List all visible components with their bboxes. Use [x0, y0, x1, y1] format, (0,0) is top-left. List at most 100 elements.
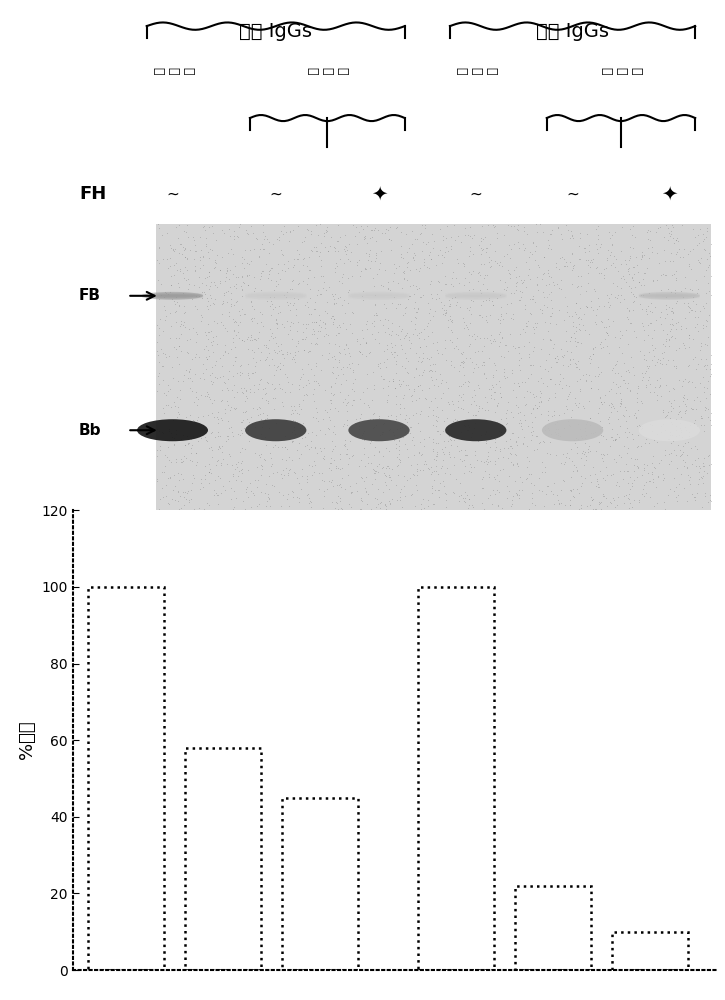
Point — [339, 243, 350, 259]
Point — [551, 447, 563, 463]
Point — [498, 248, 510, 264]
Point — [692, 450, 703, 466]
Point — [170, 426, 182, 442]
Point — [543, 390, 555, 406]
Point — [390, 356, 402, 372]
Point — [409, 321, 420, 337]
Point — [178, 367, 189, 383]
Point — [385, 327, 397, 343]
Point — [659, 409, 671, 425]
Point — [642, 317, 654, 333]
Point — [395, 246, 407, 262]
Point — [436, 441, 448, 457]
Point — [502, 262, 513, 278]
Point — [406, 223, 418, 239]
Point — [230, 280, 241, 296]
Point — [382, 378, 394, 394]
Point — [312, 282, 324, 298]
Point — [594, 463, 605, 479]
Point — [670, 330, 681, 346]
Point — [276, 498, 287, 514]
Point — [558, 258, 570, 274]
Point — [433, 435, 444, 451]
Point — [353, 224, 365, 240]
Point — [543, 346, 555, 362]
Point — [618, 463, 630, 479]
Point — [440, 230, 452, 246]
Point — [511, 274, 523, 290]
Point — [589, 339, 600, 355]
Point — [700, 295, 712, 311]
Point — [328, 286, 340, 302]
Point — [223, 304, 235, 320]
Point — [425, 466, 436, 482]
Point — [394, 452, 406, 468]
Point — [629, 492, 640, 508]
Point — [221, 263, 233, 279]
Point — [155, 287, 167, 303]
Point — [341, 446, 352, 462]
Point — [249, 445, 261, 461]
Point — [368, 318, 379, 334]
Point — [675, 249, 687, 265]
Point — [313, 377, 325, 393]
Point — [659, 338, 671, 354]
Text: ~: ~ — [270, 186, 282, 201]
Point — [485, 258, 497, 274]
Point — [531, 216, 542, 232]
Point — [463, 338, 475, 354]
Point — [270, 390, 281, 406]
Point — [444, 298, 456, 314]
Point — [573, 501, 585, 517]
Point — [641, 457, 652, 473]
Point — [340, 372, 352, 388]
Point — [650, 479, 662, 495]
Point — [355, 218, 367, 234]
Point — [181, 491, 192, 507]
Point — [466, 425, 478, 441]
Point — [689, 492, 700, 508]
Point — [381, 460, 392, 476]
Point — [219, 337, 231, 353]
Point — [698, 384, 710, 400]
Ellipse shape — [348, 294, 410, 297]
Point — [665, 228, 676, 244]
Point — [531, 400, 542, 416]
Point — [383, 281, 394, 297]
Point — [381, 501, 392, 517]
Point — [647, 471, 658, 487]
Point — [293, 494, 304, 510]
Point — [284, 224, 296, 240]
Point — [445, 357, 457, 373]
Point — [549, 350, 560, 366]
Point — [365, 455, 376, 471]
Point — [236, 268, 247, 284]
Point — [489, 442, 501, 458]
Point — [305, 439, 317, 455]
Point — [681, 422, 692, 438]
Point — [407, 326, 418, 342]
Point — [217, 412, 228, 428]
Point — [210, 232, 222, 248]
Point — [643, 250, 655, 266]
Point — [202, 495, 213, 511]
Point — [228, 266, 239, 282]
Point — [682, 298, 694, 314]
Point — [378, 371, 389, 387]
Point — [494, 315, 506, 331]
Point — [207, 449, 218, 465]
Point — [191, 454, 203, 470]
Point — [202, 386, 213, 402]
Point — [552, 280, 564, 296]
Point — [297, 461, 308, 477]
Point — [552, 219, 563, 235]
Point — [308, 453, 320, 469]
Point — [518, 407, 530, 423]
Point — [682, 358, 694, 374]
Point — [164, 381, 175, 397]
Point — [536, 483, 547, 499]
Point — [255, 467, 267, 483]
Point — [344, 236, 355, 252]
Point — [597, 488, 608, 504]
Point — [346, 499, 357, 515]
